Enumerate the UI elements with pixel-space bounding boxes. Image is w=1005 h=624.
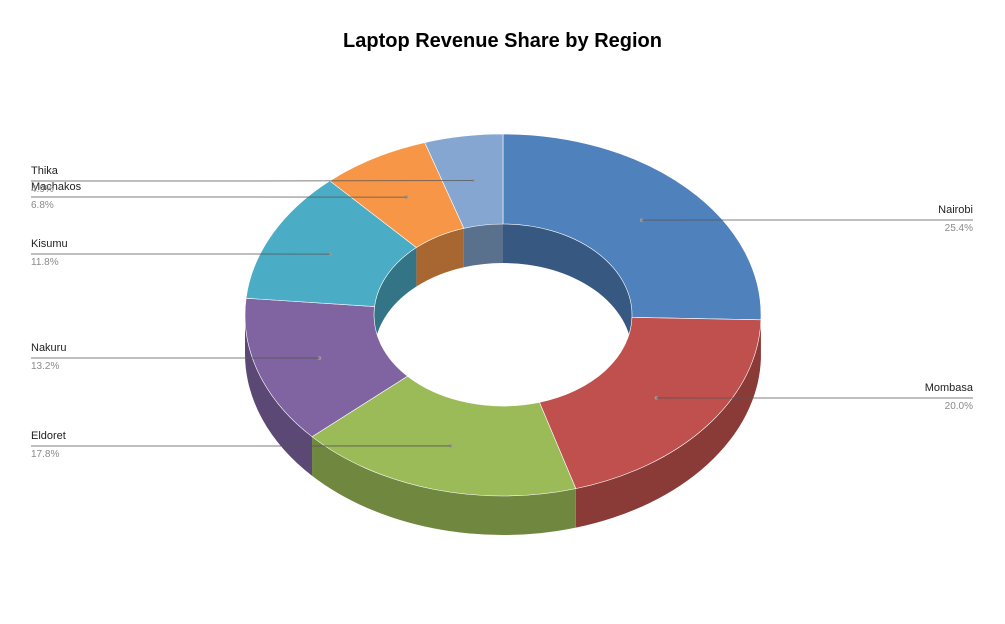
leader-dot xyxy=(317,356,322,360)
slice-nairobi[interactable] xyxy=(502,133,762,321)
percent-label: 17.8% xyxy=(31,449,59,460)
leader-lines xyxy=(31,178,973,448)
inner-wall-thika xyxy=(463,224,503,268)
slice-labels: Nairobi 25.4% Mombasa 20.0% Eldoret 17.8% Naku… xyxy=(31,165,974,460)
category-label: Nairobi xyxy=(938,204,973,216)
percent-label: 11.8% xyxy=(31,257,59,268)
category-label: Mombasa xyxy=(925,382,974,394)
category-label: Thika xyxy=(31,165,59,177)
outer-wall-nakuru xyxy=(245,315,313,476)
category-label: Machakos xyxy=(31,181,82,193)
outer-wall-eldoret xyxy=(312,436,576,536)
percent-label: 4.9% xyxy=(31,184,54,195)
slice-eldoret[interactable] xyxy=(311,375,577,497)
percent-label: 13.2% xyxy=(31,361,59,372)
leader-dot xyxy=(448,444,453,448)
inner-wall-nairobi xyxy=(503,224,632,354)
inner-walls xyxy=(373,224,632,354)
category-label: Eldoret xyxy=(31,430,66,442)
slice-mombasa[interactable] xyxy=(538,317,762,489)
percent-label: 25.4% xyxy=(945,223,973,234)
inner-wall-machakos xyxy=(416,228,464,287)
slice-nakuru[interactable] xyxy=(244,297,409,438)
slice-thika[interactable] xyxy=(424,133,504,229)
slice-tops xyxy=(244,133,762,497)
percent-label: 20.0% xyxy=(945,401,973,412)
percent-label: 6.8% xyxy=(31,200,54,211)
category-label: Kisumu xyxy=(31,238,68,250)
inner-wall-kisumu xyxy=(374,247,417,346)
category-label: Nakuru xyxy=(31,342,66,354)
chart-title: Laptop Revenue Share by Region xyxy=(343,30,662,52)
